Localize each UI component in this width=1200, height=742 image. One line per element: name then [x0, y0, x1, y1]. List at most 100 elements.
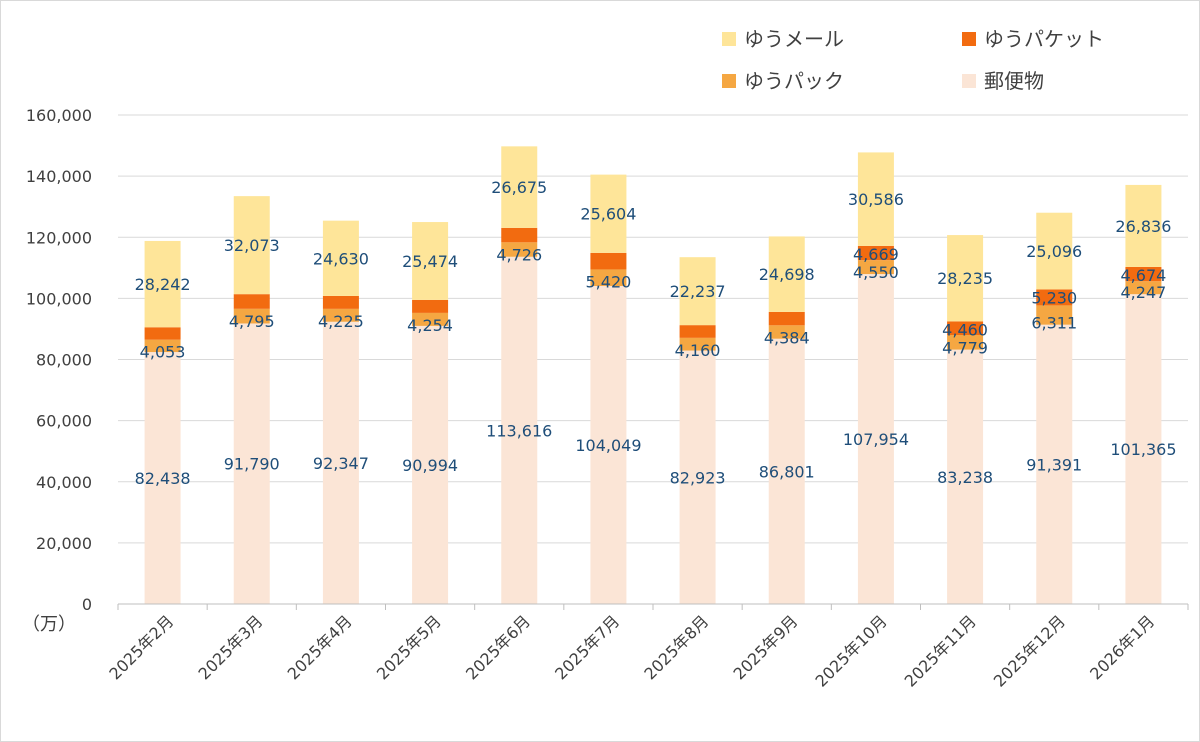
unit-label: （万） [22, 614, 76, 635]
bar-segment [322, 308, 359, 322]
data-label: 113,616 [486, 421, 552, 440]
y-tick-label: 140,000 [26, 167, 92, 186]
bar-segment [768, 338, 805, 604]
bar-segment [857, 245, 894, 261]
bar-segment [233, 308, 270, 324]
bar-segment [768, 236, 805, 312]
bar-segment [679, 325, 716, 338]
bar-segment [590, 269, 627, 287]
bar-segment [501, 256, 538, 604]
data-label: 91,790 [224, 455, 280, 474]
legend-label: ゆうメール [744, 27, 844, 51]
bar-segment [412, 325, 449, 604]
bar-segment [1125, 266, 1162, 282]
y-tick-label: 20,000 [36, 534, 92, 553]
legend-swatch [722, 74, 736, 88]
legend-swatch [962, 74, 976, 88]
data-label: 82,923 [670, 468, 726, 487]
y-tick-label: 160,000 [26, 106, 92, 125]
data-label: 4,053 [140, 343, 186, 362]
bar-segment [501, 227, 538, 243]
bar-segment [144, 327, 181, 340]
data-label: 82,438 [135, 469, 191, 488]
data-label: 4,550 [853, 263, 899, 282]
data-label: 90,994 [402, 456, 458, 475]
data-label: 4,225 [318, 312, 364, 331]
y-tick-label: 120,000 [26, 228, 92, 247]
bar-segment [679, 337, 716, 351]
data-label: 30,586 [848, 190, 904, 209]
bar-segment [590, 286, 627, 604]
y-tick-label: 60,000 [36, 412, 92, 431]
bar-segment [679, 350, 716, 604]
bar-segment [768, 325, 805, 339]
data-label: 32,073 [224, 236, 280, 255]
data-label: 24,698 [759, 265, 815, 284]
data-label: 101,365 [1110, 440, 1176, 459]
data-label: 4,669 [853, 245, 899, 264]
data-label: 4,674 [1121, 266, 1167, 285]
legend-label: 郵便物 [984, 69, 1044, 93]
data-label: 4,795 [229, 312, 275, 331]
bar-segment [1036, 289, 1073, 306]
data-label: 5,420 [586, 272, 632, 291]
bar-segment [322, 295, 359, 309]
data-label: 5,230 [1031, 288, 1077, 307]
bar-segment [322, 220, 359, 296]
bar-segment [947, 235, 984, 322]
data-label: 4,247 [1121, 283, 1167, 302]
data-label: 26,836 [1115, 217, 1171, 236]
y-tick-label: 80,000 [36, 351, 92, 370]
y-tick-label: 100,000 [26, 289, 92, 308]
data-label: 4,384 [764, 328, 810, 347]
data-label: 92,347 [313, 454, 369, 473]
bar-segment [412, 222, 449, 300]
data-label: 83,238 [937, 468, 993, 487]
data-label: 25,096 [1026, 242, 1082, 261]
data-label: 104,049 [575, 436, 641, 455]
bar-segment [1036, 212, 1073, 290]
bar-segment [233, 323, 270, 604]
bar-segment [590, 174, 627, 253]
data-label: 4,254 [407, 316, 453, 335]
bar-segment [768, 311, 805, 326]
data-label: 107,954 [843, 430, 909, 449]
bar-segment [412, 312, 449, 326]
data-label: 4,460 [942, 320, 988, 339]
bar-segment [1125, 281, 1162, 295]
bar-segment [144, 352, 181, 604]
bar-segment [1036, 305, 1073, 325]
legend-label: ゆうパケット [984, 27, 1104, 51]
bar-segment [501, 242, 538, 257]
bar-segment [322, 321, 359, 604]
data-label: 26,675 [491, 178, 547, 197]
data-label: 22,237 [670, 282, 726, 301]
bar-segment [412, 299, 449, 313]
data-label: 24,630 [313, 249, 369, 268]
bars [144, 146, 1162, 604]
bar-segment [947, 321, 984, 335]
y-tick-label: 0 [82, 595, 92, 614]
data-label: 28,242 [135, 275, 191, 294]
data-label: 86,801 [759, 462, 815, 481]
data-label: 25,474 [402, 252, 458, 271]
bar-segment [1125, 184, 1162, 267]
data-label: 28,235 [937, 269, 993, 288]
bar-segment [947, 334, 984, 350]
bar-segment [233, 294, 270, 309]
y-tick-label: 40,000 [36, 473, 92, 492]
bar-segment [1125, 294, 1162, 604]
bar-segment [857, 274, 894, 604]
bar-segment [501, 146, 538, 228]
data-label: 4,779 [942, 339, 988, 358]
legend-swatch [962, 32, 976, 46]
bar-segment [144, 240, 181, 328]
data-label: 91,391 [1026, 455, 1082, 474]
bar-segment [947, 349, 984, 604]
bar-segment [857, 260, 894, 275]
bar-segment [857, 152, 894, 246]
bar-segment [679, 257, 716, 326]
